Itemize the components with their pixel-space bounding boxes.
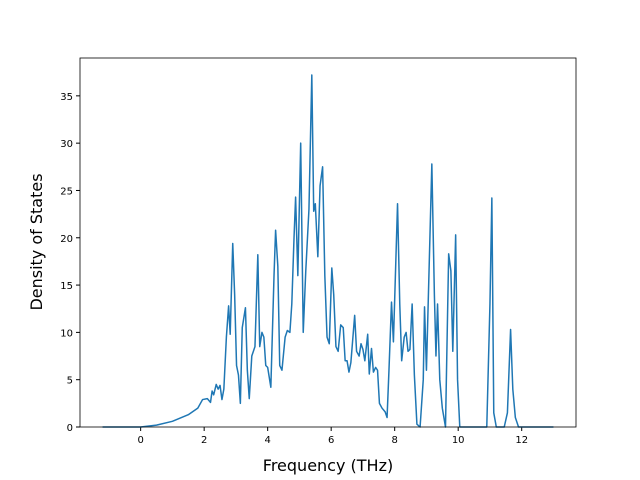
x-tick-label: 2 [201,435,207,446]
y-tick-label: 5 [67,376,73,387]
x-tick-label: 6 [328,435,334,446]
y-tick-label: 10 [60,328,73,339]
y-axis-label: Density of States [27,173,46,310]
x-tick-label: 10 [452,435,465,446]
y-tick-label: 20 [60,234,73,245]
y-tick-label: 35 [60,92,73,103]
x-tick-label: 12 [515,435,528,446]
y-tick-label: 15 [60,281,73,292]
x-tick-label: 4 [264,435,270,446]
y-tick-label: 30 [60,139,73,150]
x-tick-label: 8 [391,435,397,446]
x-tick-label: 0 [137,435,143,446]
x-axis-label: Frequency (THz) [263,456,393,475]
y-tick-label: 0 [67,423,73,434]
plot-frame [79,57,577,428]
line-series [102,74,554,428]
y-tick-label: 25 [60,186,73,197]
